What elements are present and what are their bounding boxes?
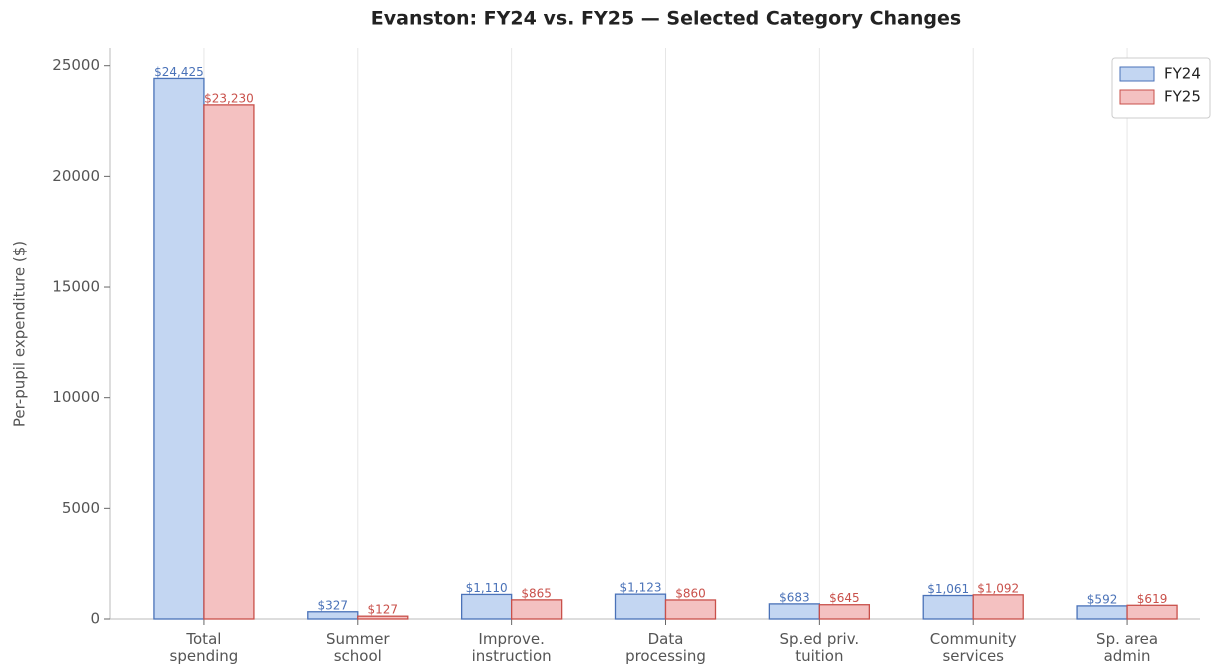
chart-title: Evanston: FY24 vs. FY25 — Selected Categ… bbox=[371, 8, 961, 30]
x-tick-label-line: processing bbox=[625, 647, 706, 665]
x-tick-label: Improve. instruction bbox=[472, 630, 552, 665]
x-tick-label-line: school bbox=[334, 647, 382, 665]
bar bbox=[922, 594, 974, 620]
x-tick-label: Sp.ed priv. tuition bbox=[780, 630, 860, 665]
x-tick-label-line: admin bbox=[1104, 647, 1151, 665]
legend-swatch bbox=[1119, 66, 1155, 82]
bar bbox=[153, 77, 205, 620]
value-label: $1,092 bbox=[977, 581, 1019, 595]
bar bbox=[460, 593, 513, 620]
value-label: $865 bbox=[521, 586, 552, 600]
bar bbox=[614, 593, 667, 620]
x-tick-label: Data processing bbox=[625, 630, 706, 665]
bar bbox=[664, 599, 717, 620]
value-label: $1,061 bbox=[927, 582, 969, 596]
x-tick-label-line: Data bbox=[648, 630, 684, 648]
value-label: $1,123 bbox=[620, 581, 662, 595]
bar bbox=[510, 599, 563, 620]
x-tick-label-line: Sp. area bbox=[1096, 630, 1158, 648]
value-label: $1,110 bbox=[466, 581, 508, 595]
x-tick-label-line: Summer bbox=[326, 630, 390, 648]
value-label: $619 bbox=[1137, 592, 1168, 606]
bar bbox=[203, 104, 255, 620]
x-tick-label-line: instruction bbox=[472, 647, 552, 665]
legend-label: FY24 bbox=[1164, 65, 1201, 83]
bar bbox=[972, 594, 1024, 620]
x-tick-label-line: services bbox=[942, 647, 1004, 665]
value-label: $24,425 bbox=[154, 65, 204, 79]
x-tick-label: Community services bbox=[930, 630, 1017, 665]
value-label: $127 bbox=[368, 603, 399, 617]
x-tick-label: Total spending bbox=[170, 630, 239, 665]
y-tick-label: 0 bbox=[90, 610, 100, 628]
value-label: $645 bbox=[829, 591, 860, 605]
bar bbox=[357, 615, 409, 620]
y-axis-label: Per-pupil expenditure ($) bbox=[11, 241, 29, 427]
bar bbox=[768, 603, 821, 620]
x-tick-label-line: Improve. bbox=[478, 630, 544, 648]
legend-label: FY25 bbox=[1164, 88, 1201, 106]
x-tick-label-line: Sp.ed priv. bbox=[780, 630, 860, 648]
value-label: $683 bbox=[779, 590, 810, 604]
x-tick-label-line: spending bbox=[170, 647, 239, 665]
x-tick-label: Summer school bbox=[326, 630, 390, 665]
y-tick-label: 10000 bbox=[52, 388, 100, 406]
bar bbox=[1126, 604, 1178, 620]
value-label: $23,230 bbox=[204, 91, 254, 105]
x-tick-label-line: Community bbox=[930, 630, 1017, 648]
bar bbox=[307, 611, 359, 620]
x-tick-label-line: tuition bbox=[795, 647, 843, 665]
value-label: $592 bbox=[1087, 592, 1118, 606]
value-label: $860 bbox=[675, 586, 706, 600]
y-tick-label: 5000 bbox=[62, 499, 100, 517]
x-tick-label: Sp. area admin bbox=[1096, 630, 1158, 665]
bar bbox=[818, 604, 871, 620]
y-tick-label: 25000 bbox=[52, 56, 100, 74]
legend-swatch bbox=[1119, 89, 1155, 105]
bar bbox=[1076, 605, 1128, 620]
value-label: $327 bbox=[318, 598, 349, 612]
y-tick-label: 20000 bbox=[52, 167, 100, 185]
y-tick-label: 15000 bbox=[52, 278, 100, 296]
x-tick-label-line: Total bbox=[185, 630, 221, 648]
